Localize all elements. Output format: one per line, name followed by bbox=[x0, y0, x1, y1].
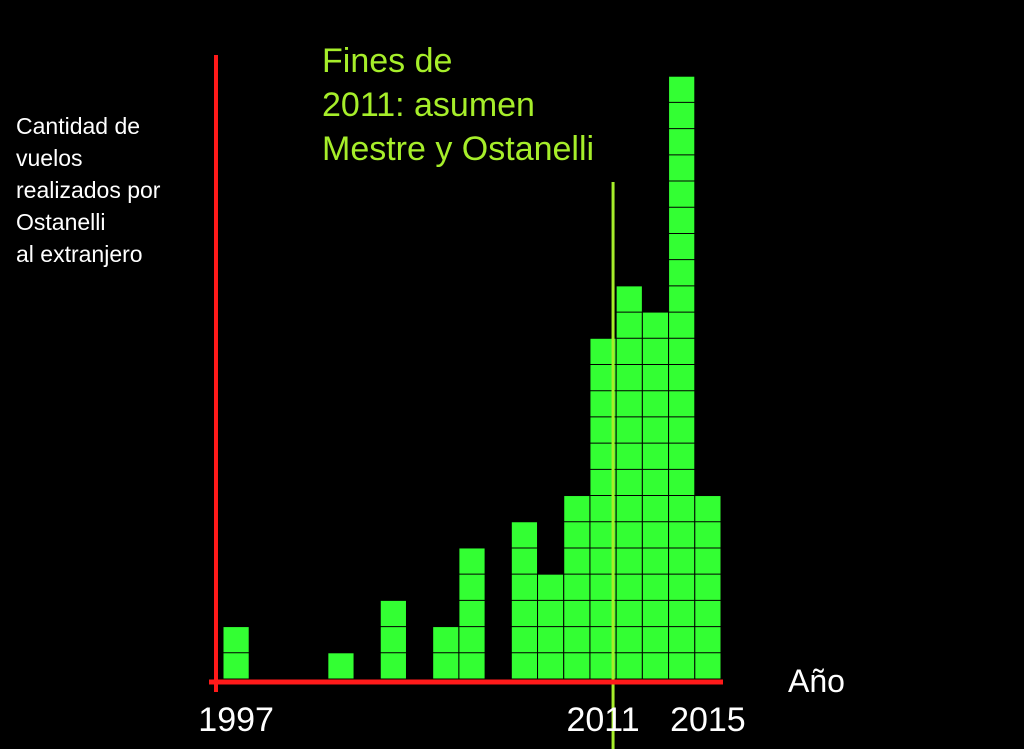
x-tick-label: 2015 bbox=[670, 701, 746, 739]
y-axis-label: Cantidad de bbox=[16, 113, 140, 139]
y-axis-label: al extranjero bbox=[16, 241, 143, 267]
x-axis-label: Año bbox=[788, 663, 845, 699]
bar bbox=[615, 285, 643, 680]
y-axis-label: vuelos bbox=[16, 145, 82, 171]
x-tick-label: 1997 bbox=[198, 701, 274, 739]
bar bbox=[694, 495, 722, 680]
bar bbox=[327, 652, 355, 680]
y-axis-label: Ostanelli bbox=[16, 209, 105, 235]
annotation-text: 2011: asumen bbox=[322, 86, 535, 124]
y-axis-label: realizados por bbox=[16, 177, 161, 203]
bar bbox=[563, 495, 591, 680]
bar bbox=[379, 599, 407, 680]
annotation-text: Fines de bbox=[322, 42, 452, 80]
x-tick-label: 2011 bbox=[566, 701, 639, 739]
bar bbox=[668, 75, 696, 680]
bar bbox=[458, 547, 486, 680]
annotation-text: Mestre y Ostanelli bbox=[322, 130, 594, 168]
